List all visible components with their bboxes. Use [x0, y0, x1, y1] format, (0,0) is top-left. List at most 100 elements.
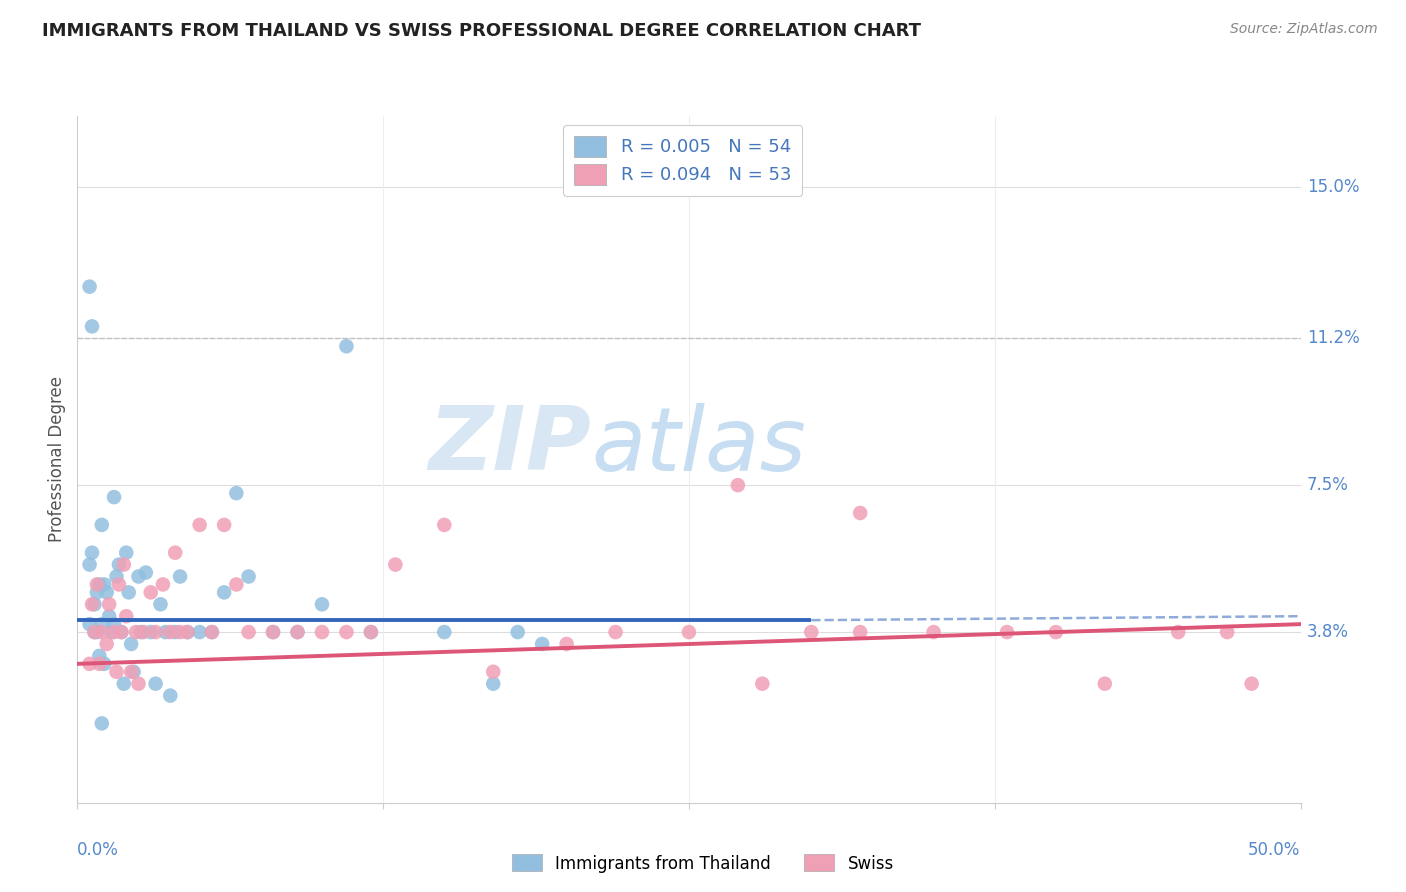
Point — [188, 625, 211, 640]
Point — [90, 517, 112, 532]
Point — [201, 625, 224, 640]
Point — [176, 625, 198, 640]
Point — [1045, 625, 1067, 640]
Point — [96, 585, 118, 599]
Point — [86, 625, 108, 640]
Point — [108, 577, 131, 591]
Point — [100, 625, 122, 640]
Point — [139, 625, 162, 640]
Point — [149, 597, 172, 611]
Point — [103, 490, 125, 504]
Point — [238, 625, 260, 640]
Point — [1167, 625, 1189, 640]
Point — [103, 625, 125, 640]
Point — [98, 609, 121, 624]
Point — [849, 506, 872, 520]
Point — [159, 689, 181, 703]
Point — [127, 676, 149, 690]
Point — [89, 648, 111, 663]
Point — [678, 625, 700, 640]
Point — [122, 665, 145, 679]
Point — [139, 585, 162, 599]
Point — [125, 625, 148, 640]
Point — [1216, 625, 1239, 640]
Point — [89, 577, 111, 591]
Text: 11.2%: 11.2% — [1306, 329, 1360, 347]
Point — [159, 625, 181, 640]
Text: 3.8%: 3.8% — [1306, 624, 1348, 641]
Point — [922, 625, 945, 640]
Point — [93, 577, 115, 591]
Point — [212, 585, 235, 599]
Text: 50.0%: 50.0% — [1249, 840, 1301, 859]
Point — [176, 625, 198, 640]
Point — [103, 617, 125, 632]
Point — [79, 558, 101, 572]
Point — [995, 625, 1018, 640]
Point — [83, 625, 105, 640]
Point — [531, 637, 554, 651]
Point — [506, 625, 529, 640]
Point — [110, 625, 132, 640]
Point — [105, 569, 128, 583]
Point — [79, 657, 101, 671]
Legend: Immigrants from Thailand, Swiss: Immigrants from Thailand, Swiss — [505, 847, 901, 880]
Point — [135, 566, 157, 580]
Point — [384, 558, 406, 572]
Point — [112, 558, 135, 572]
Point — [360, 625, 382, 640]
Point — [800, 625, 823, 640]
Point — [262, 625, 284, 640]
Y-axis label: Professional Degree: Professional Degree — [48, 376, 66, 542]
Point — [555, 637, 578, 651]
Point — [115, 546, 138, 560]
Point — [335, 339, 357, 353]
Point — [165, 625, 187, 640]
Point — [108, 558, 131, 572]
Point — [90, 625, 112, 640]
Text: ZIP: ZIP — [429, 402, 591, 489]
Point — [110, 625, 132, 640]
Point — [80, 546, 103, 560]
Legend: R = 0.005   N = 54, R = 0.094   N = 53: R = 0.005 N = 54, R = 0.094 N = 53 — [564, 125, 803, 195]
Point — [155, 625, 177, 640]
Point — [311, 597, 333, 611]
Point — [89, 657, 111, 671]
Point — [188, 517, 211, 532]
Text: 7.5%: 7.5% — [1306, 476, 1348, 494]
Point — [433, 625, 456, 640]
Point — [90, 716, 112, 731]
Point — [132, 625, 155, 640]
Point — [79, 279, 101, 293]
Point — [105, 665, 128, 679]
Point — [83, 597, 105, 611]
Point — [238, 569, 260, 583]
Point — [118, 585, 141, 599]
Point — [727, 478, 749, 492]
Point — [112, 676, 135, 690]
Point — [145, 625, 167, 640]
Point — [482, 665, 505, 679]
Point — [129, 625, 152, 640]
Point — [201, 625, 224, 640]
Text: 15.0%: 15.0% — [1306, 178, 1360, 196]
Point — [80, 319, 103, 334]
Point — [751, 676, 773, 690]
Point — [152, 577, 174, 591]
Point — [311, 625, 333, 640]
Point — [79, 617, 101, 632]
Point — [90, 617, 112, 632]
Point — [287, 625, 309, 640]
Text: IMMIGRANTS FROM THAILAND VS SWISS PROFESSIONAL DEGREE CORRELATION CHART: IMMIGRANTS FROM THAILAND VS SWISS PROFES… — [42, 22, 921, 40]
Text: Source: ZipAtlas.com: Source: ZipAtlas.com — [1230, 22, 1378, 37]
Point — [212, 517, 235, 532]
Point — [96, 637, 118, 651]
Point — [127, 569, 149, 583]
Point — [225, 577, 247, 591]
Text: 0.0%: 0.0% — [77, 840, 120, 859]
Point — [225, 486, 247, 500]
Point — [165, 546, 187, 560]
Point — [169, 569, 191, 583]
Point — [1240, 676, 1263, 690]
Point — [98, 597, 121, 611]
